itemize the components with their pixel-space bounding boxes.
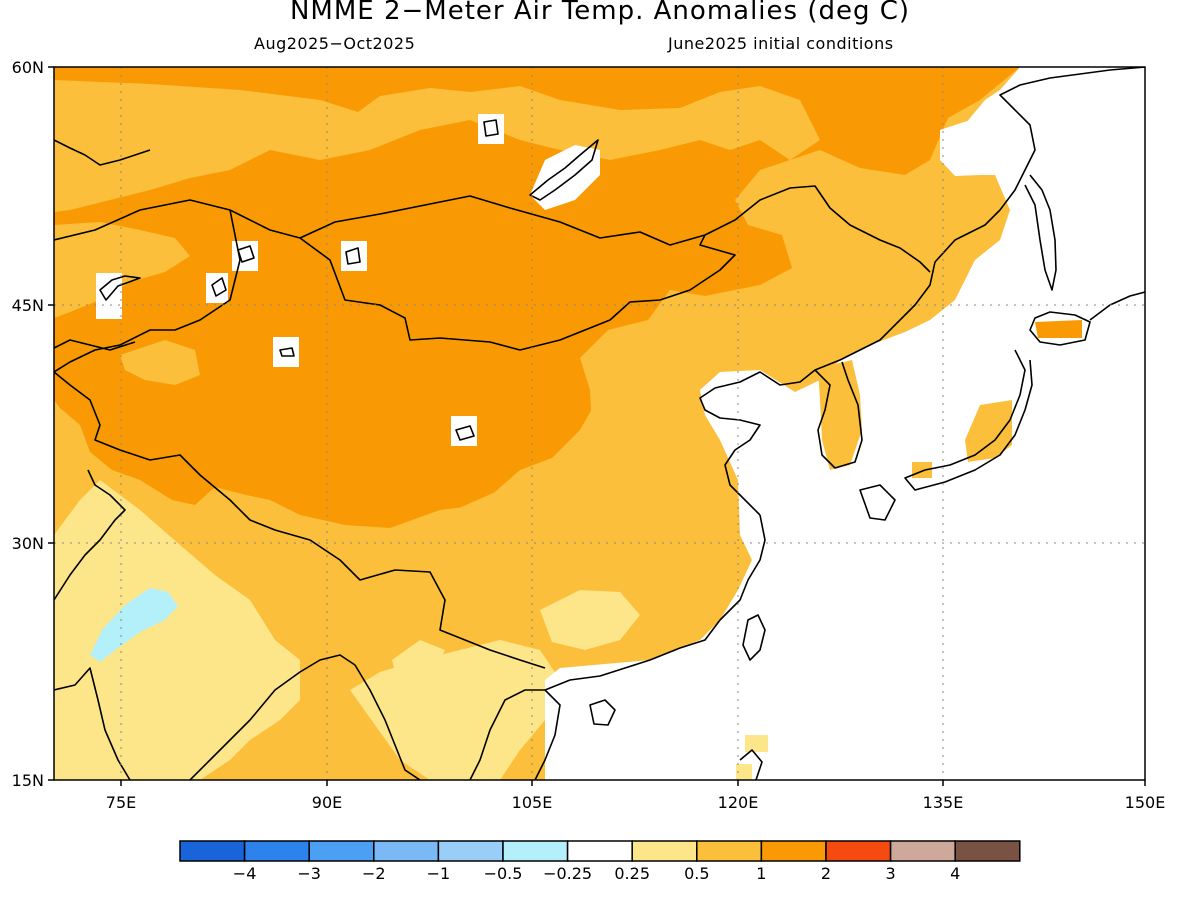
colorbar-label: 0.25 (614, 864, 650, 883)
anomaly-field (54, 67, 1145, 780)
colorbar-swatch (373, 840, 440, 862)
anomaly-region-south (190, 372, 770, 770)
colorbar-label: −3 (297, 864, 321, 883)
anomaly-region-negative (90, 588, 178, 662)
lat-label-45n: 45N (12, 296, 44, 315)
anomaly-region-2-to-3 (54, 67, 1020, 528)
anomaly-patch-west (54, 222, 190, 318)
colorbar-swatch (243, 840, 310, 862)
anomaly-patch-north (54, 80, 820, 212)
colorbar-swatch (889, 840, 956, 862)
lat-label-15n: 15N (12, 771, 44, 790)
map-title: NMME 2−Meter Air Temp. Anomalies (deg C) (289, 0, 911, 26)
colorbar-swatch (696, 840, 763, 862)
anomaly-patch-hokkaido (1035, 320, 1082, 338)
tick-marks (48, 66, 1146, 786)
lat-label-30n: 30N (12, 534, 44, 553)
colorbar-label: −0.25 (543, 864, 592, 883)
colorbar-label: 2 (821, 864, 831, 883)
anomaly-region-india (54, 480, 300, 780)
colorbar-swatch (502, 840, 569, 862)
lon-label-135e: 135E (923, 793, 964, 812)
lon-label-75e: 75E (106, 793, 136, 812)
lon-label-150e: 150E (1125, 793, 1166, 812)
colorbar-label: 3 (886, 864, 896, 883)
forecast-period: Aug2025−Oct2025 (254, 34, 416, 53)
colorbar-swatch (308, 840, 375, 862)
anomaly-patch-luzon (736, 764, 752, 780)
anomaly-patch-taiwan (745, 735, 768, 752)
colorbar-label: 1 (756, 864, 766, 883)
coastlines-borders (54, 67, 1145, 780)
colorbar-label: −0.5 (484, 864, 523, 883)
lon-label-90e: 90E (312, 793, 342, 812)
colorbar-swatch (954, 840, 1021, 862)
colorbar-swatch (631, 840, 698, 862)
colorbar-label: 4 (950, 864, 960, 883)
colorbar: −4 −3 −2 −1 −0.5 −0.25 0.25 0.5 1 2 3 4 (179, 840, 1021, 883)
lat-label-60n: 60N (12, 58, 44, 77)
anomaly-patch-himalaya (392, 640, 445, 690)
colorbar-swatch (825, 840, 892, 862)
initial-conditions: June2025 initial conditions (668, 34, 894, 53)
colorbar-label: 0.5 (684, 864, 709, 883)
colorbar-swatch (437, 840, 504, 862)
colorbar-label: −1 (427, 864, 451, 883)
colorbar-label: −4 (233, 864, 257, 883)
colorbar-swatch (179, 840, 246, 862)
anomaly-patch-japan (965, 400, 1012, 462)
lake-masks (96, 114, 985, 446)
anomaly-patch-sinkiang (120, 340, 200, 385)
gridlines (54, 67, 1145, 780)
lon-label-105e: 105E (512, 793, 553, 812)
colorbar-swatch (760, 840, 827, 862)
lon-label-120e: 120E (718, 793, 759, 812)
colorbar-label: −2 (362, 864, 386, 883)
colorbar-swatch (566, 840, 633, 862)
map-frame (53, 66, 1146, 781)
anomaly-patch-southchina (540, 590, 640, 650)
